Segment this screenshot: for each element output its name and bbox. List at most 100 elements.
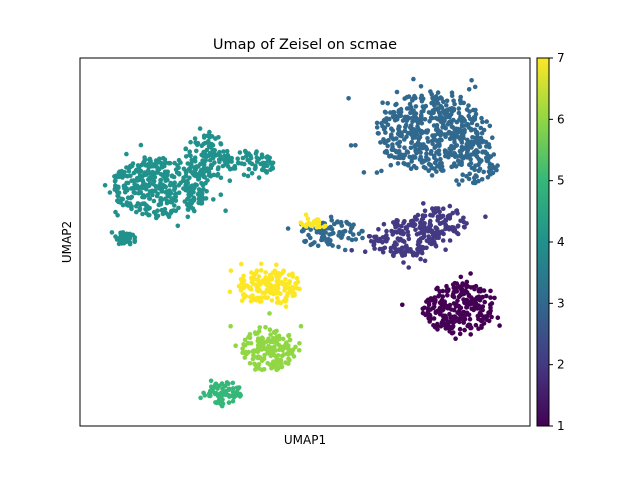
scatter-point-cluster-4 [270,166,276,171]
scatter-point-cluster-3 [438,156,443,162]
scatter-point-cluster-3 [444,98,450,104]
scatter-point-cluster-4 [172,184,177,190]
scatter-point-cluster-2 [435,218,440,223]
scatter-point-cluster-2 [443,247,448,252]
scatter-point-cluster-4 [199,191,205,196]
scatter-point-cluster-1 [457,326,463,332]
scatter-point-cluster-3 [432,103,437,108]
scatter-point-cluster-2 [394,242,399,247]
scatter-point-cluster-3 [406,94,412,99]
scatter-point-cluster-3 [453,164,459,169]
scatter-point-cluster-7 [246,284,251,290]
scatter-point-cluster-3 [470,135,475,140]
scatter-point-cluster-3 [413,148,418,154]
scatter-point-cluster-3 [454,178,459,183]
scatter-point-cluster-4 [146,183,152,189]
scatter-point-cluster-3 [443,153,448,159]
scatter-point-cluster-2 [430,213,435,218]
scatter-point-cluster-4 [145,192,151,198]
scatter-point-cluster-7 [242,282,247,288]
scatter-point-cluster-6 [290,347,296,353]
scatter-point-cluster-6 [242,355,248,360]
scatter-point-cluster-4 [172,160,177,166]
scatter-point-cluster-3 [403,124,408,130]
scatter-point-cluster-7 [269,275,275,280]
scatter-point-cluster-7 [249,270,254,275]
scatter-point-cluster-4 [140,178,145,183]
scatter-point-cluster-2 [380,240,385,245]
scatter-point-cluster-4 [173,208,179,214]
scatter-point-cluster-3 [446,119,452,125]
scatter-point-cluster-2 [399,231,405,236]
scatter-point-cluster-3 [397,139,403,145]
scatter-point-cluster-3 [328,214,334,220]
scatter-point-cluster-4 [135,178,140,183]
scatter-point-cluster-2 [441,231,446,237]
scatter-point-cluster-4 [227,178,233,183]
scatter-point-cluster-5 [209,387,214,393]
scatter-point-cluster-6 [233,343,238,349]
scatter-point-cluster-6 [286,332,292,338]
scatter-point-cluster-2 [384,228,389,234]
scatter-point-cluster-7 [297,286,302,292]
scatter-point-cluster-7 [260,290,265,296]
scatter-point-cluster-6 [244,351,249,357]
scatter-point-cluster-4 [198,161,203,167]
scatter-point-cluster-1 [486,310,491,316]
scatter-point-cluster-3 [413,104,419,109]
scatter-point-cluster-3 [488,172,493,177]
scatter-point-cluster-7 [283,277,288,282]
scatter-point-cluster-4 [187,175,192,181]
scatter-point-cluster-4 [176,157,182,163]
scatter-point-cluster-3 [420,145,425,151]
scatter-point-cluster-4 [178,180,183,186]
scatter-point-cluster-4 [242,148,248,154]
scatter-point-cluster-4 [189,161,194,166]
scatter-point-cluster-4 [138,142,144,148]
scatter-point-cluster-7 [286,272,292,278]
scatter-point-cluster-4 [200,158,205,163]
scatter-point-cluster-4 [140,211,145,217]
scatter-point-cluster-1 [451,294,457,300]
scatter-point-cluster-4 [185,196,190,202]
scatter-point-cluster-3 [435,90,441,95]
scatter-point-cluster-1 [425,309,431,314]
colorbar: 1 2 3 4 5 6 7 [536,51,565,433]
scatter-point-cluster-4 [215,171,221,177]
scatter-point-cluster-4 [210,154,216,160]
scatter-point-cluster-1 [430,305,436,311]
scatter-point-cluster-3 [426,157,431,162]
scatter-point-cluster-3 [473,163,478,168]
scatter-point-cluster-4 [249,161,255,167]
scatter-point-cluster-4 [201,133,207,138]
scatter-point-cluster-1 [495,315,501,321]
scatter-point-cluster-3 [382,109,388,115]
scatter-point-cluster-3 [452,127,458,133]
scatter-point-cluster-3 [486,142,492,147]
scatter-point-cluster-3 [479,177,485,182]
scatter-point-cluster-5 [208,378,214,384]
scatter-point-cluster-2 [449,227,455,232]
scatter-point-cluster-7 [248,298,254,304]
scatter-point-cluster-4 [190,189,196,195]
scatter-point-cluster-7 [269,298,275,303]
scatter-point-cluster-4 [134,209,139,215]
scatter-point-cluster-3 [407,154,412,160]
scatter-point-cluster-3 [383,139,389,144]
scatter-point-cluster-3 [410,115,416,121]
scatter-point-cluster-5 [220,391,225,397]
scatter-point-cluster-4 [154,193,160,199]
scatter-point-cluster-6 [272,329,277,335]
scatter-point-cluster-4 [144,210,149,216]
scatter-point-cluster-4 [168,199,173,205]
scatter-point-cluster-3 [396,113,402,119]
scatter-point-cluster-3 [491,152,497,157]
scatter-point-cluster-4 [169,173,175,178]
scatter-point-cluster-3 [461,156,466,161]
scatter-point-cluster-4 [147,175,152,181]
scatter-point-cluster-3 [404,134,409,140]
scatter-point-cluster-2 [376,238,381,244]
scatter-point-cluster-7 [283,304,289,309]
scatter-point-cluster-7 [227,289,233,295]
scatter-point-cluster-4 [262,164,267,169]
